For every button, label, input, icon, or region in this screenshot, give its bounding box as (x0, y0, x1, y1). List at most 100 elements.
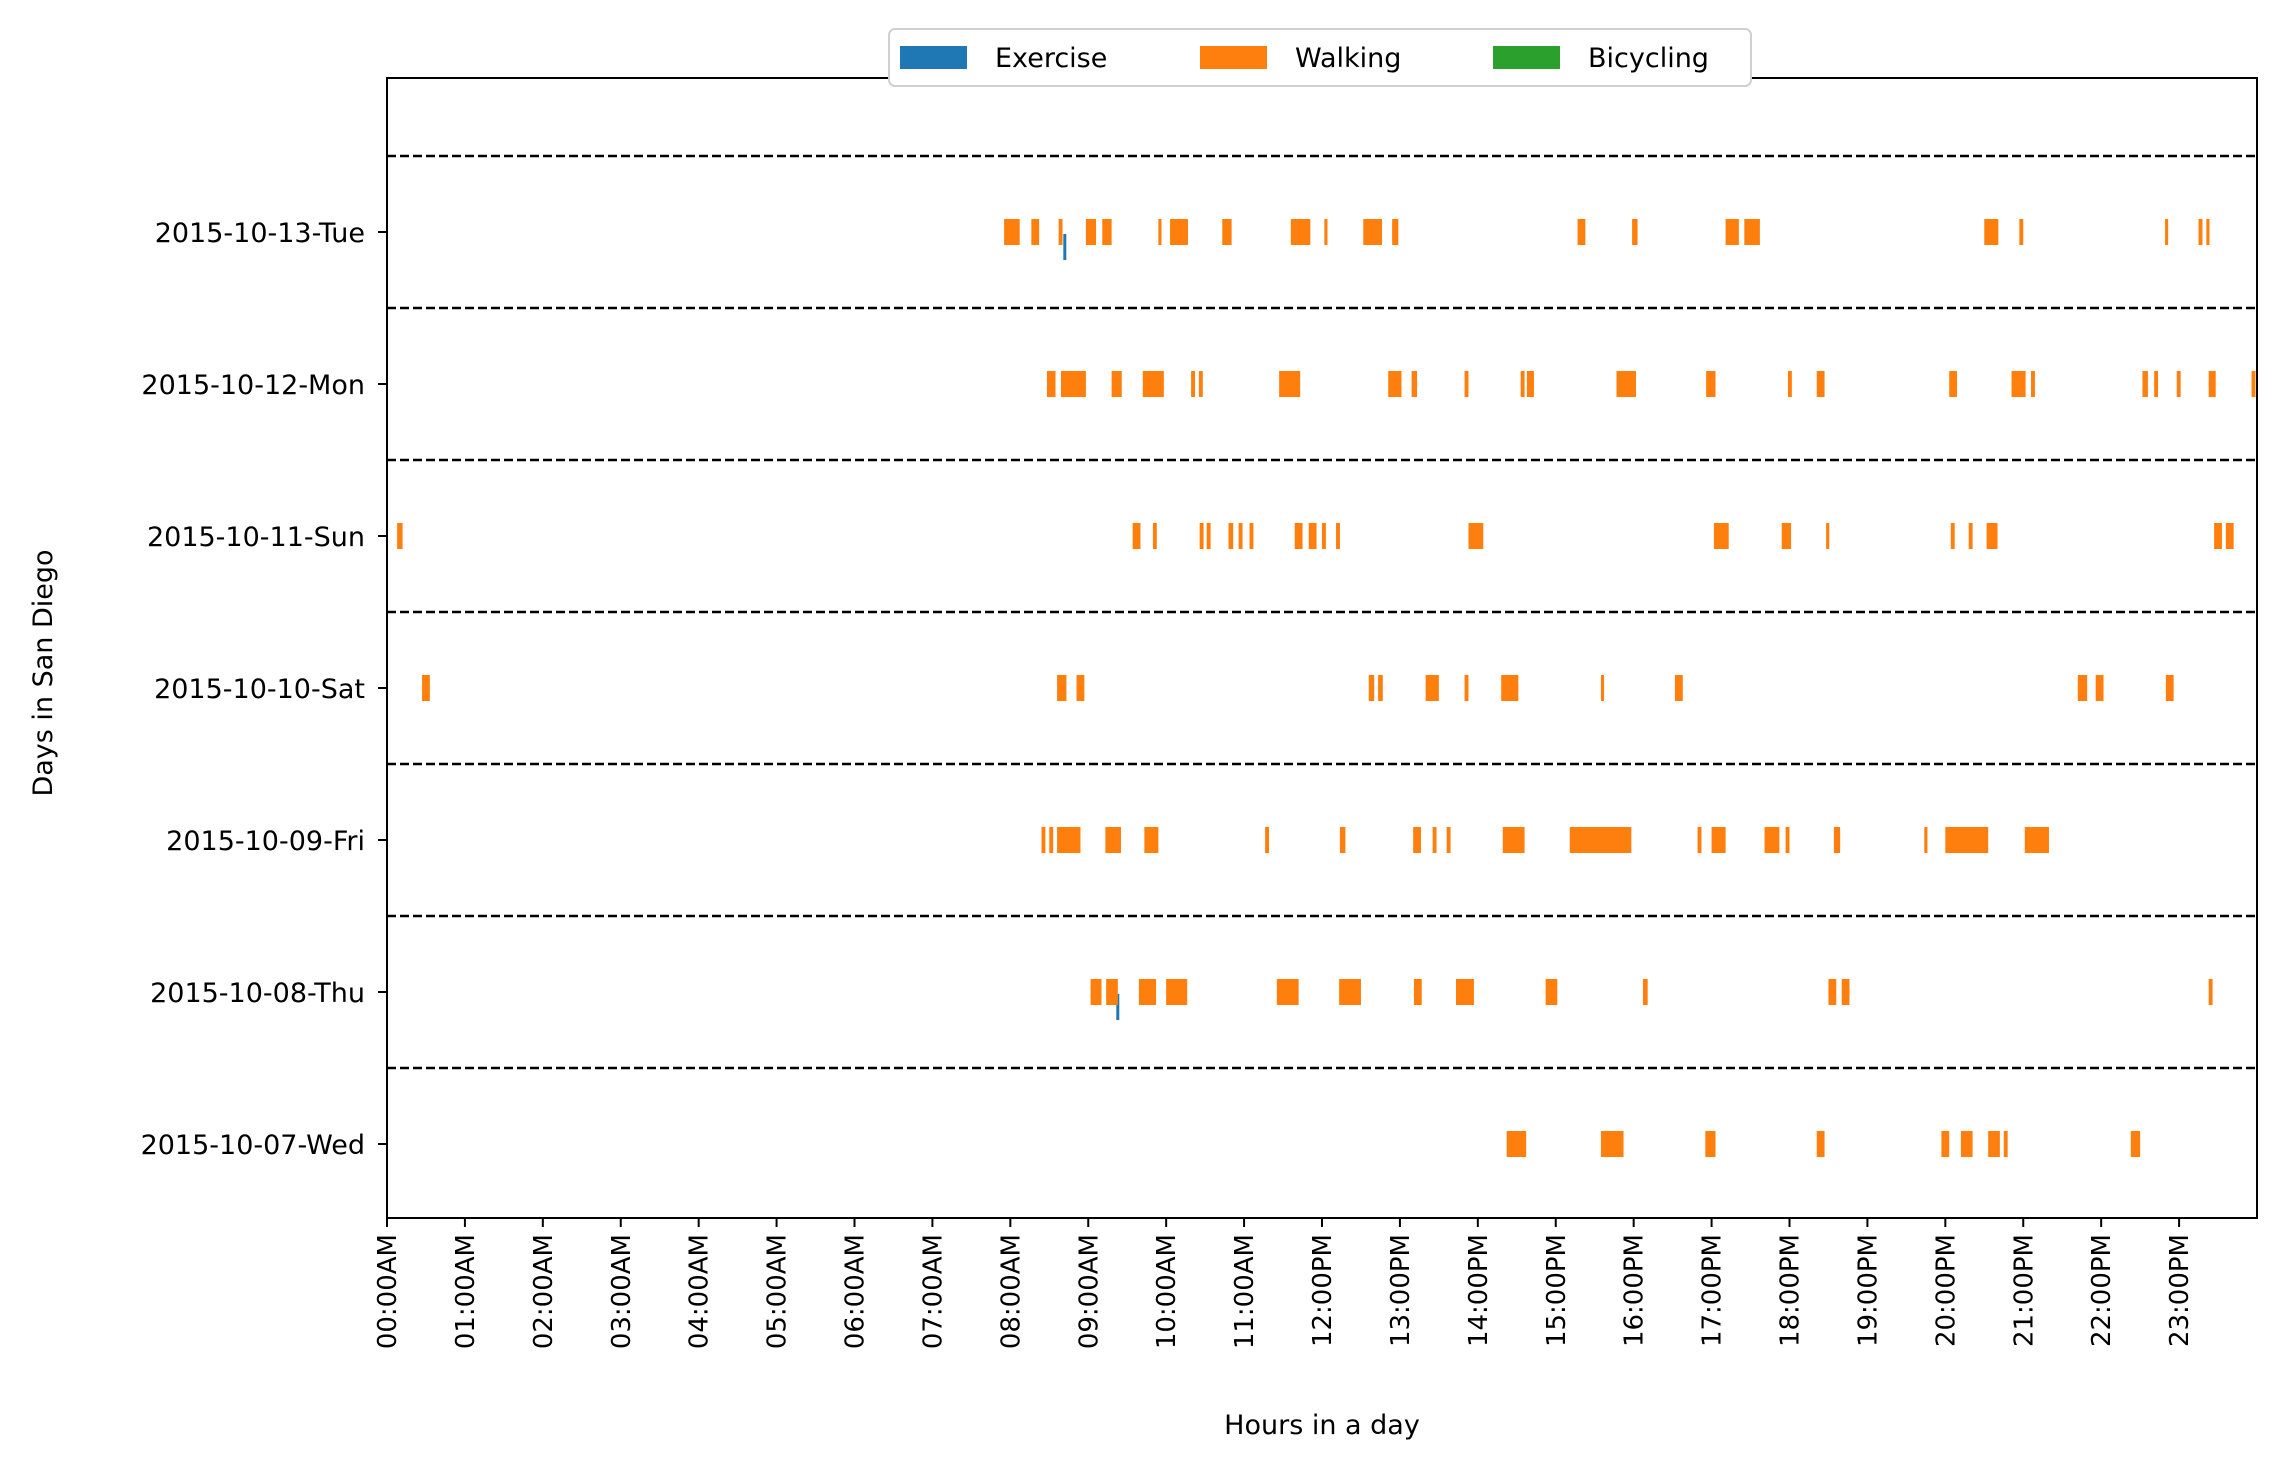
activity-bar-walking (2031, 371, 2035, 397)
activity-bar-walking (1432, 827, 1437, 853)
x-tick-label: 17:00PM (1698, 1234, 1728, 1347)
activity-bar-walking (1949, 371, 1958, 397)
activity-bar-walking (2225, 523, 2234, 549)
activity-bar-walking (1569, 827, 1632, 853)
activity-bar-walking (1697, 827, 1702, 853)
legend-box (888, 28, 1752, 87)
activity-bar-walking (1506, 1131, 1527, 1157)
x-tick-label: 16:00PM (1620, 1234, 1650, 1347)
x-tick-label: 18:00PM (1776, 1234, 1806, 1347)
activity-bar-walking (1781, 523, 1792, 549)
x-tick-label: 10:00AM (1152, 1234, 1182, 1349)
activity-bar-walking (1924, 827, 1928, 853)
activity-bar-walking (1833, 827, 1841, 853)
activity-bar-walking (1322, 523, 1326, 549)
activity-bar-walking (1060, 371, 1086, 397)
x-tick-label: 00:00AM (373, 1234, 403, 1349)
activity-bar-walking (1713, 523, 1729, 549)
activity-bar-walking (1968, 523, 1973, 549)
activity-bar-walking (1004, 219, 1020, 245)
x-axis-label: Hours in a day (1224, 1410, 1420, 1441)
activity-bars (397, 219, 2256, 1157)
x-axis-ticks: 00:00AM 01:00AM 02:00AM 03:00AM 04:00AM 05:00… (373, 1218, 2195, 1349)
activity-bar-walking (1501, 675, 1519, 701)
activity-bar-walking (2019, 219, 2024, 245)
x-tick-label: 23:00PM (2165, 1234, 2195, 1347)
activity-bar-walking (1464, 371, 1469, 397)
x-tick-label: 04:00AM (685, 1234, 715, 1349)
activity-bar-walking (1785, 827, 1790, 853)
activity-bar-walking (1468, 523, 1484, 549)
activity-bar-walking (1413, 979, 1422, 1005)
legend-swatch-exercise (900, 46, 967, 69)
activity-bar-walking (1090, 979, 1102, 1005)
activity-bar-walking (2165, 219, 2169, 245)
activity-bar-walking (2077, 675, 2088, 701)
y-tick-label: 2015-10-11-Sun (147, 522, 365, 553)
activity-bar-walking (1464, 675, 1469, 701)
activity-bar-walking (1363, 219, 1382, 245)
activity-bar-walking (1826, 523, 1830, 549)
activity-bar-walking (1085, 219, 1097, 245)
y-tick-label: 2015-10-07-Wed (141, 1130, 365, 1161)
activity-bar-walking (1206, 523, 1211, 549)
activity-bar-walking (1643, 979, 1648, 1005)
activity-bar-walking (1600, 1131, 1624, 1157)
activity-bar-walking (1138, 979, 1157, 1005)
x-tick-label: 08:00AM (996, 1234, 1026, 1349)
x-tick-label: 20:00PM (1931, 1234, 1961, 1347)
y-axis-ticks: 2015-10-13-Tue 2015-10-12-Mon 2015-10-11-S… (141, 218, 387, 1161)
activity-bar-walking (1166, 979, 1188, 1005)
x-tick-label: 07:00AM (918, 1234, 948, 1349)
activity-bar-walking (2214, 523, 2222, 549)
activity-bar-exercise (1063, 234, 1067, 260)
activity-bar-walking (1425, 675, 1439, 701)
activity-bar-walking (1456, 979, 1474, 1005)
legend: Exercise Walking Bicycling (888, 28, 1752, 87)
activity-bar-walking (1076, 675, 1085, 701)
activity-bar-walking (1744, 219, 1760, 245)
y-axis-label: Days in San Diego (28, 549, 59, 796)
activity-bar-walking (2154, 371, 2159, 397)
activity-bar-walking (1577, 219, 1586, 245)
activity-bar-walking (1828, 979, 1837, 1005)
activity-bar-walking (1950, 523, 1955, 549)
activity-bar-walking (1105, 827, 1121, 853)
activity-bar-walking (1632, 219, 1638, 245)
activity-bar-walking (1336, 523, 1340, 549)
y-tick-label: 2015-10-08-Thu (150, 978, 365, 1009)
activity-bar-walking (1392, 219, 1399, 245)
activity-bar-walking (1158, 219, 1162, 245)
activity-bar-walking (397, 523, 403, 549)
activity-bar-walking (1986, 523, 1998, 549)
activity-bar-walking (1988, 1131, 2000, 1157)
activity-bar-walking (1368, 675, 1375, 701)
activity-bar-walking (1132, 523, 1141, 549)
activity-bar-walking (1960, 1131, 1973, 1157)
activity-bar-walking (1378, 675, 1383, 701)
activity-bar-walking (1046, 371, 1056, 397)
x-tick-label: 03:00AM (607, 1234, 637, 1349)
activity-bar-walking (1290, 219, 1311, 245)
activity-bar-walking (1600, 675, 1605, 701)
activity-bar-walking (1841, 979, 1850, 1005)
activity-bar-walking (1674, 675, 1683, 701)
x-tick-label: 15:00PM (1542, 1234, 1572, 1347)
activity-bar-walking (2198, 219, 2203, 245)
activity-bar-walking (1228, 523, 1234, 549)
x-tick-label: 21:00PM (2009, 1234, 2039, 1347)
activity-bar-walking (1787, 371, 1792, 397)
activity-bar-walking (1725, 219, 1739, 245)
activity-bar-walking (2011, 371, 2026, 397)
activity-bar-walking (2165, 675, 2174, 701)
activity-bar-walking (1265, 827, 1270, 853)
activity-bar-walking (1616, 371, 1637, 397)
legend-label-bicycling: Bicycling (1588, 43, 1709, 74)
y-tick-label: 2015-10-12-Mon (141, 370, 365, 401)
activity-bar-walking (1339, 827, 1346, 853)
x-tick-label: 14:00PM (1464, 1234, 1494, 1347)
activity-bar-walking (2095, 675, 2104, 701)
activity-bar-walking (1945, 827, 1989, 853)
activity-bar-walking (422, 675, 430, 701)
